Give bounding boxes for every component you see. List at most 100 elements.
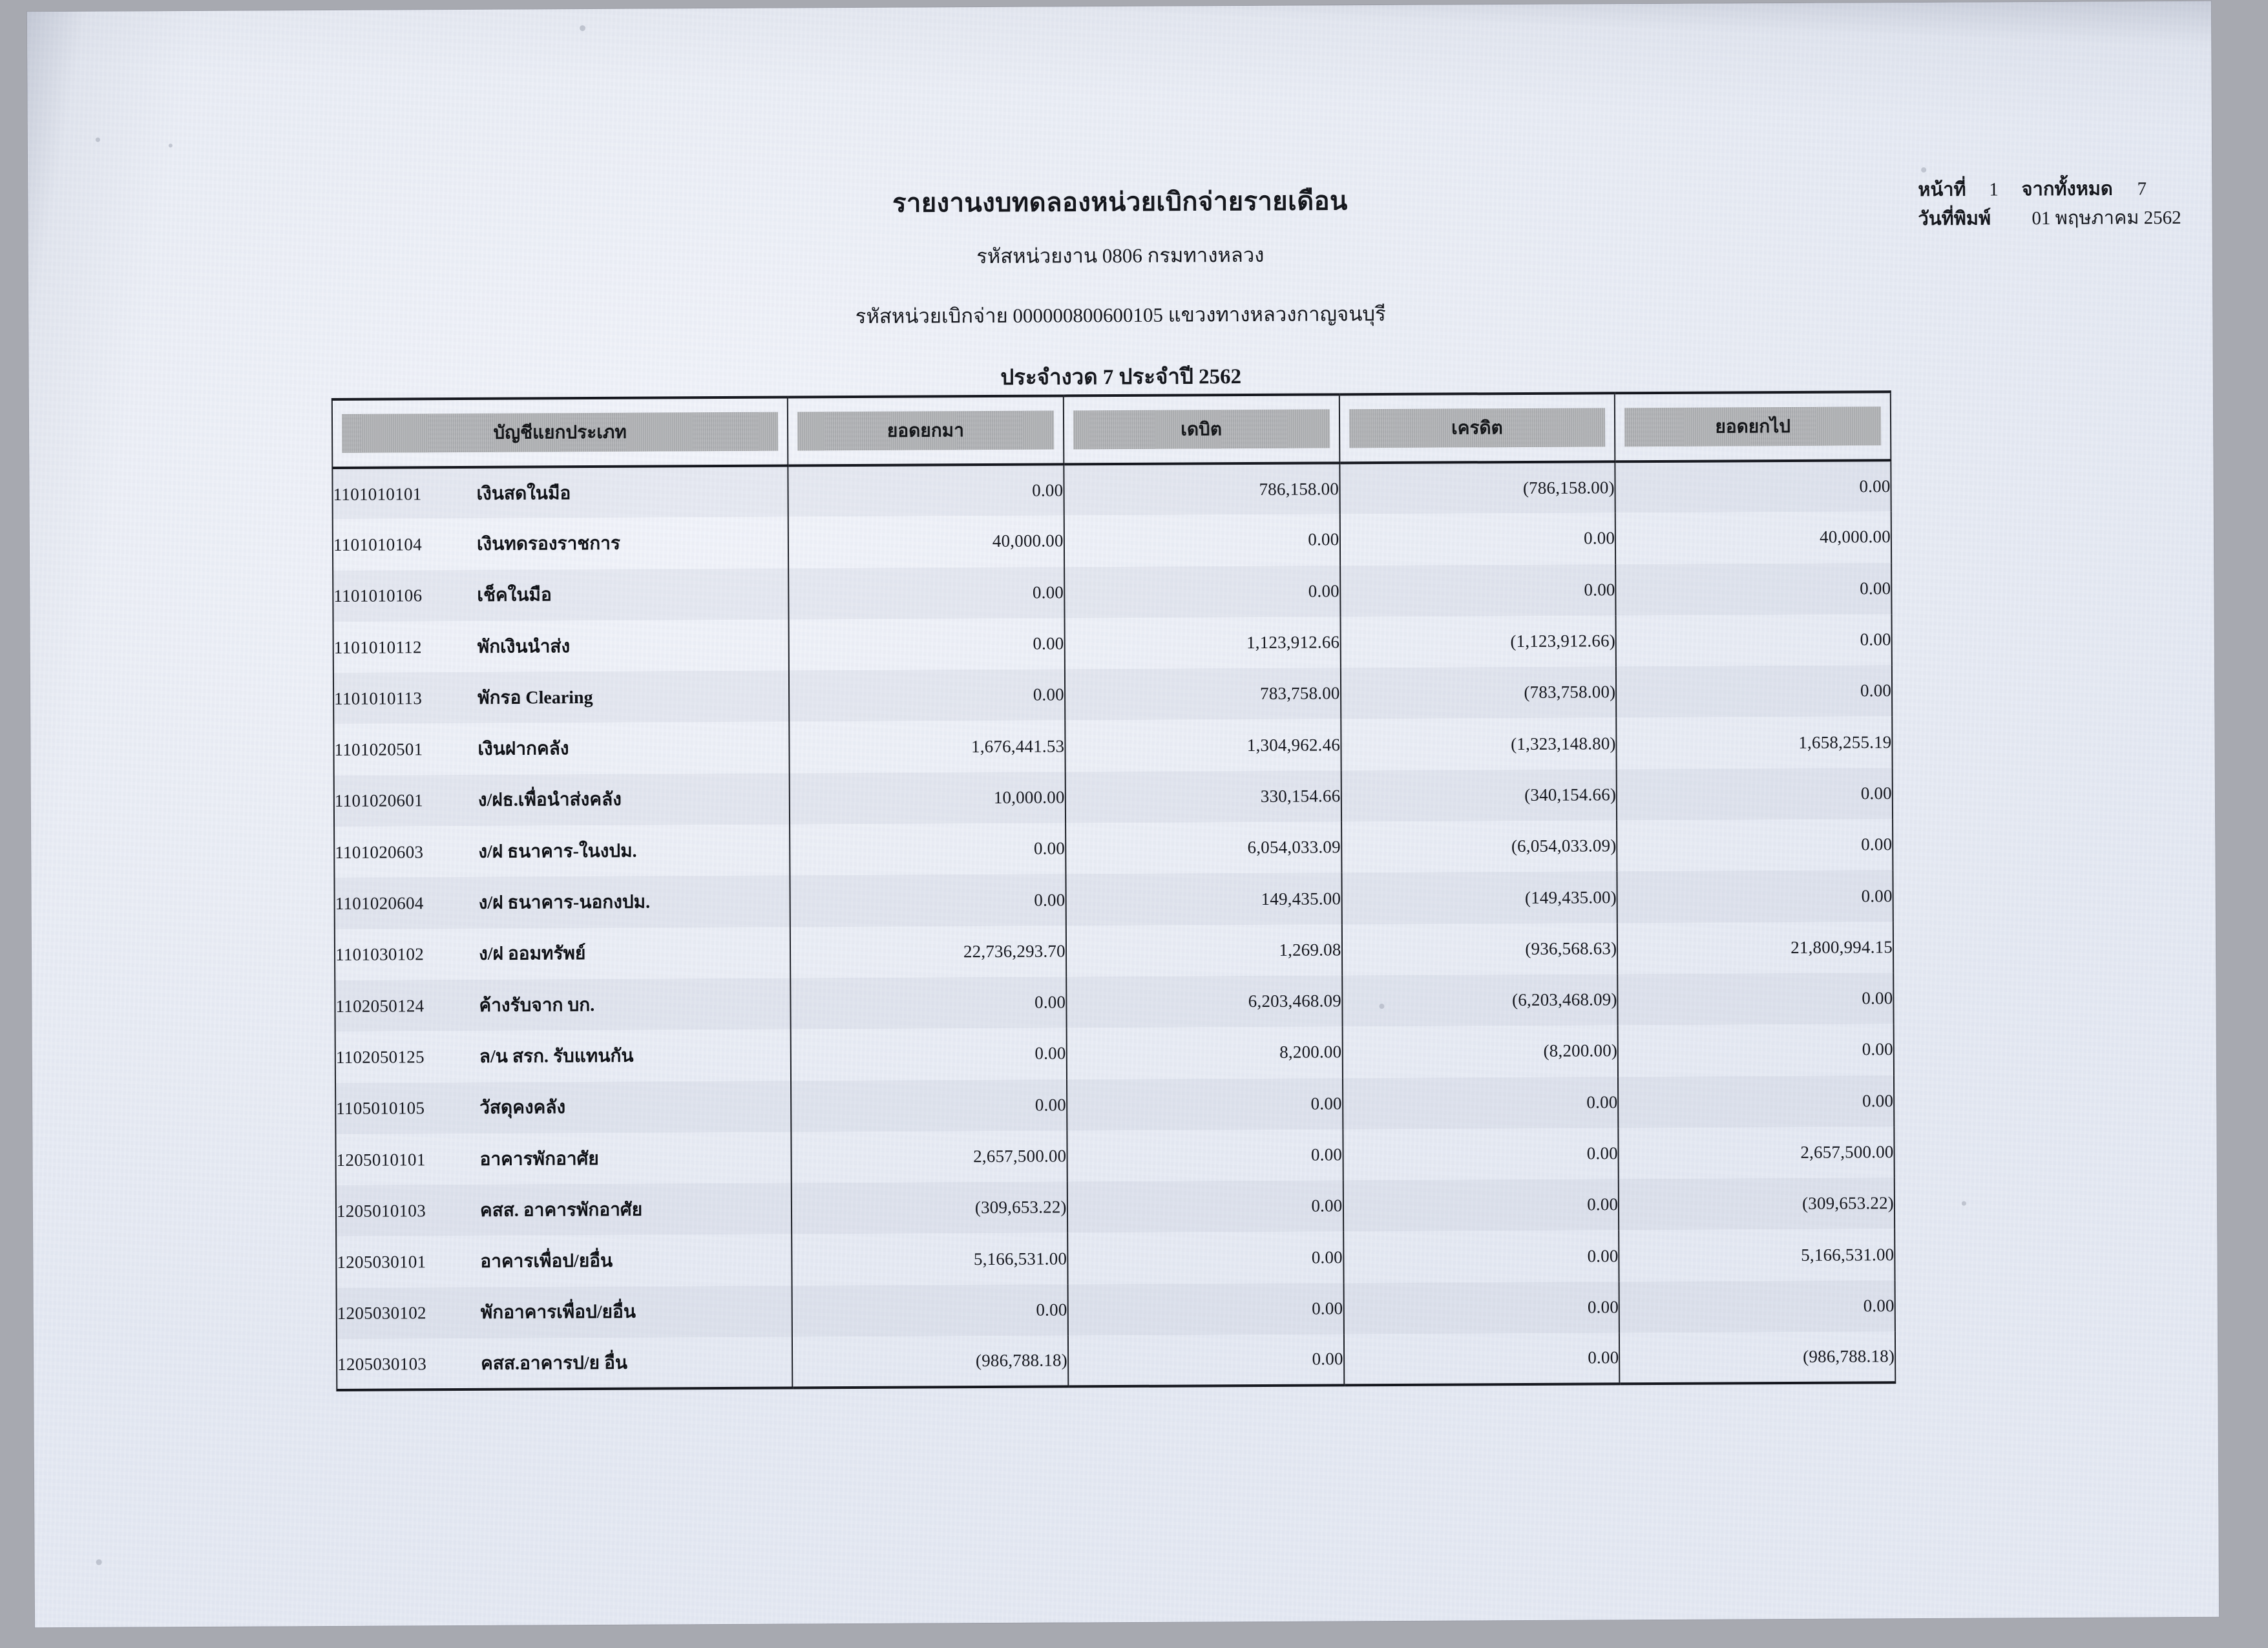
closing-balance-cell: 0.00 [1618, 1075, 1895, 1128]
account-code: 1101010113 [334, 688, 423, 708]
table-row: 1101020601 ง/ฝธ.เพื่อนำส่งคลัง 10,000.00 33… [333, 767, 1893, 827]
account-name: ง/ฝ ธนาคาร-ในงปม. [478, 841, 637, 862]
credit-cell: (8,200.00) [1342, 1025, 1619, 1078]
page-meta-block: หน้าที่ 1 จากทั้งหมด 7 วันที่พิมพ์ 01 พฤ… [1918, 174, 2181, 234]
account-code: 1205010101 [336, 1149, 426, 1170]
closing-balance-cell: 0.00 [1617, 870, 1893, 923]
credit-cell: 0.00 [1343, 1282, 1620, 1335]
column-header-credit-label: เครดิต [1349, 408, 1606, 449]
account-code: 1101020604 [335, 893, 424, 913]
scan-speckle [1921, 167, 1927, 173]
debit-cell: 0.00 [1067, 1231, 1344, 1285]
opening-balance-cell: 0.00 [790, 977, 1067, 1030]
credit-cell: 0.00 [1343, 1230, 1619, 1284]
credit-cell: 0.00 [1339, 512, 1616, 565]
debit-cell: 786,158.00 [1064, 463, 1340, 516]
table-row: 1205030103 คสส.อาคารป/ย อื่น (986,788.18) 0… [336, 1331, 1896, 1391]
column-header-opening-label: ยอดยกมา [797, 410, 1054, 451]
credit-cell: 0.00 [1343, 1333, 1620, 1386]
column-header-account-label: บัญชีแยกประเภท [341, 412, 779, 453]
page-title: รายงานงบทดลองหน่วยเบิกจ่ายรายเดือน [892, 186, 1348, 218]
debit-cell: 149,435.00 [1066, 872, 1342, 926]
print-date-value: 01 พฤษภาคม 2562 [2032, 207, 2181, 229]
opening-balance-cell: (986,788.18) [792, 1335, 1069, 1388]
debit-cell: 0.00 [1064, 514, 1340, 567]
closing-balance-cell: (309,653.22) [1619, 1178, 1895, 1231]
opening-balance-cell: 0.00 [788, 464, 1064, 517]
debit-cell: 330,154.66 [1065, 770, 1341, 823]
trial-balance-table: บัญชีแยกประเภท ยอดยกมา เดบิต เครดิต ยอดย [331, 390, 1896, 1391]
account-name: เงินทดรองราชการ [476, 533, 621, 555]
credit-cell: (1,323,148.80) [1340, 717, 1617, 771]
credit-cell: 0.00 [1342, 1076, 1619, 1130]
table-row: 1101020604 ง/ฝ ธนาคาร-นอกงปม. 0.00 149,435.… [334, 870, 1893, 929]
credit-cell: 0.00 [1343, 1179, 1619, 1232]
closing-balance-cell: 0.00 [1615, 562, 1892, 616]
account-cell: 1101020501 เงินฝากคลัง [333, 722, 790, 776]
debit-cell: 0.00 [1067, 1129, 1343, 1182]
account-name: อาคารเพื่อป/ยอื่น [480, 1251, 613, 1272]
account-cell: 1101010112 พักเงินนำส่ง [333, 619, 789, 673]
table-row: 1205030102 พักอาคารเพื่อป/ยอื่น 0.00 0.00 0.… [336, 1280, 1895, 1340]
debit-cell: 0.00 [1067, 1283, 1344, 1336]
account-code: 1205010103 [336, 1201, 426, 1221]
page-number: 1 [1989, 179, 1999, 200]
debit-cell: 0.00 [1067, 1180, 1343, 1233]
account-code: 1101010106 [333, 586, 423, 606]
credit-cell: 0.00 [1339, 564, 1616, 617]
document-header: รายงานงบทดลองหน่วยเบิกจ่ายรายเดือน รหัสห… [28, 176, 2213, 399]
account-cell: 1105010105 วัสดุคงคลัง [335, 1081, 792, 1134]
scan-speckle [168, 143, 173, 148]
org-code-line: รหัสหน่วยงาน 0806 กรมทางหลวง [976, 243, 1265, 268]
scan-speckle [580, 25, 586, 32]
account-code: 1101030102 [335, 944, 425, 965]
opening-balance-cell: 0.00 [790, 1028, 1067, 1081]
table-header-row: บัญชีแยกประเภท ยอดยกมา เดบิต เครดิต ยอดย [331, 392, 1891, 468]
table-row: 1101010113 พักรอ Clearing 0.00 783,758.00 (7… [333, 665, 1893, 724]
account-cell: 1101020601 ง/ฝธ.เพื่อนำส่งคลัง [333, 773, 790, 827]
account-code: 1105010105 [336, 1098, 425, 1119]
credit-cell: (936,568.63) [1341, 922, 1618, 976]
column-header-closing: ยอดยกไป [1615, 392, 1891, 462]
credit-cell: (149,435.00) [1341, 871, 1618, 925]
account-code: 1205030101 [337, 1252, 426, 1273]
column-header-debit-label: เดบิต [1073, 409, 1330, 450]
table-row: 1101010104 เงินทดรองราชการ 40,000.00 0.00 0.… [332, 511, 1892, 571]
opening-balance-cell: 0.00 [792, 1284, 1068, 1337]
opening-balance-cell: 1,676,441.53 [789, 720, 1066, 774]
account-name: อาคารพักอาศัย [479, 1148, 599, 1170]
of-label: จากทั้งหมด [2021, 178, 2113, 200]
account-code: 1101020603 [335, 842, 424, 862]
account-cell: 1205030103 คสส.อาคารป/ย อื่น [336, 1336, 793, 1391]
page-number-row: หน้าที่ 1 จากทั้งหมด 7 [1918, 174, 2181, 205]
account-name: พักอาคารเพื่อป/ยอื่น [480, 1302, 636, 1324]
page-label: หน้าที่ [1918, 179, 1966, 200]
closing-balance-cell: 0.00 [1615, 460, 1891, 513]
account-cell: 1101010104 เงินทดรองราชการ [332, 516, 789, 571]
opening-balance-cell: 2,657,500.00 [791, 1130, 1067, 1183]
opening-balance-cell: 0.00 [790, 823, 1066, 876]
debit-cell: 6,203,468.09 [1066, 975, 1343, 1028]
table-row: 1101030102 ง/ฝ ออมทรัพย์ 22,736,293.70 1,26… [334, 921, 1894, 980]
credit-cell: (6,054,033.09) [1341, 820, 1617, 873]
credit-cell: (340,154.66) [1341, 769, 1617, 822]
account-name: พักรอ Clearing [478, 687, 593, 708]
debit-cell: 0.00 [1067, 1334, 1344, 1387]
credit-cell: (786,158.00) [1339, 461, 1615, 514]
account-name: ง/ฝธ.เพื่อนำส่งคลัง [478, 790, 622, 811]
account-cell: 1101020603 ง/ฝ ธนาคาร-ในงปม. [334, 824, 790, 878]
account-name: ล/น สรก. รับแทนกัน [479, 1046, 634, 1067]
print-date-row: วันที่พิมพ์ 01 พฤษภาคม 2562 [1918, 204, 2181, 234]
closing-balance-cell: 1,658,255.19 [1616, 716, 1893, 770]
closing-balance-cell: (986,788.18) [1619, 1331, 1896, 1384]
credit-cell: 0.00 [1342, 1128, 1619, 1181]
scan-speckle [96, 1559, 102, 1565]
table-row: 1205030101 อาคารเพื่อป/ยอื่น 5,166,531.00 0… [336, 1229, 1895, 1288]
column-header-debit: เดบิต [1063, 394, 1339, 465]
closing-balance-cell: 0.00 [1616, 665, 1893, 718]
debit-cell: 6,054,033.09 [1065, 821, 1341, 874]
account-name: วัสดุคงคลัง [479, 1097, 566, 1119]
account-code: 1101020601 [334, 790, 423, 811]
total-pages: 7 [2137, 178, 2147, 200]
